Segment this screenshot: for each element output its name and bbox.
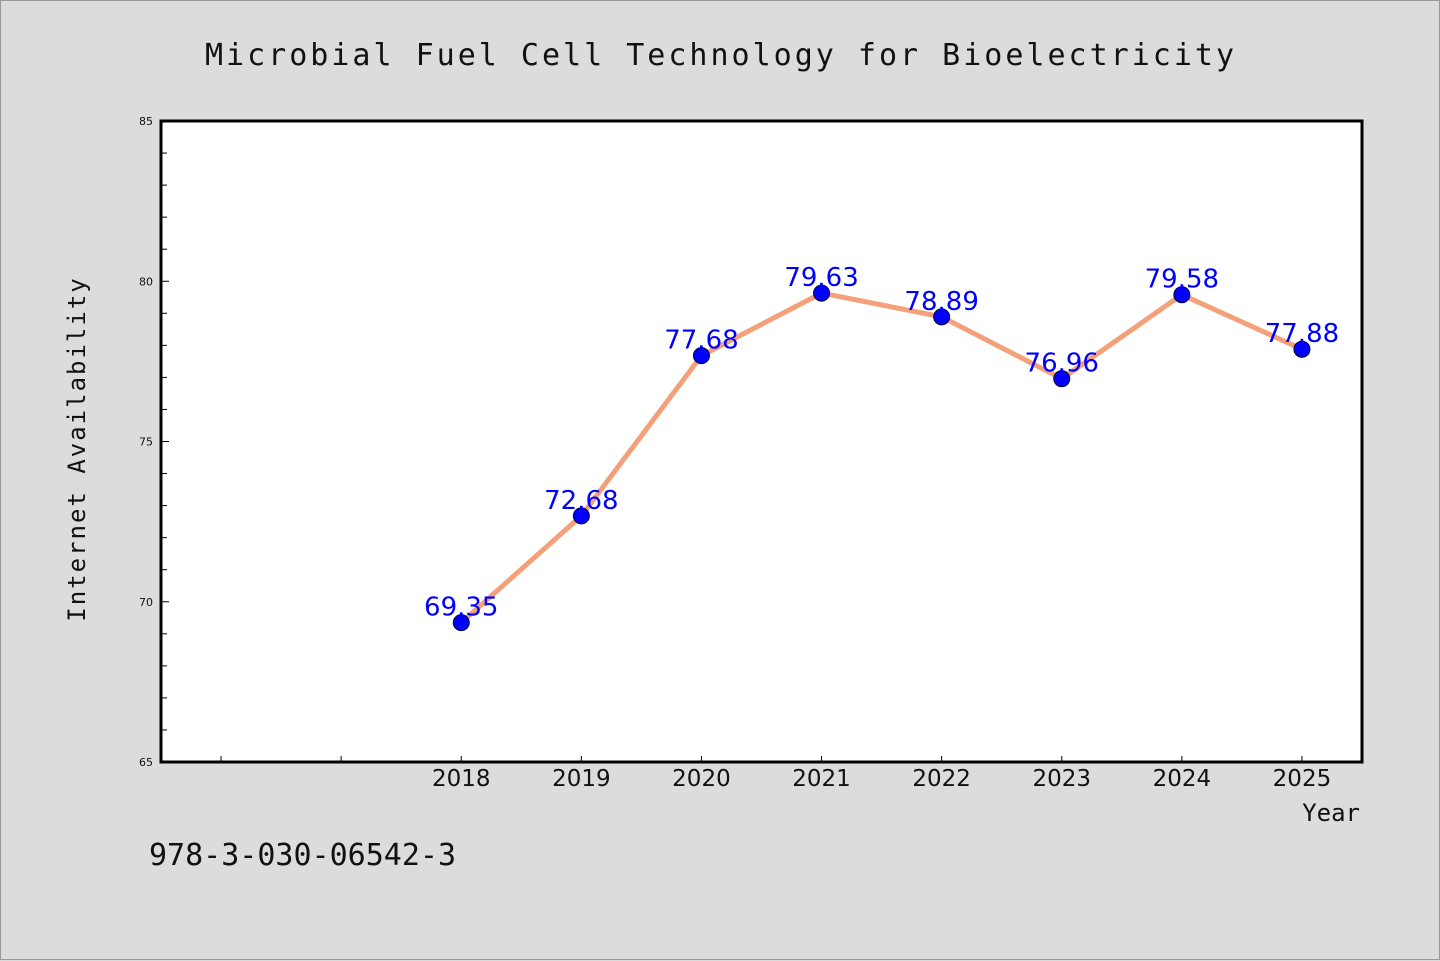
x-tick-label: 2025: [1273, 766, 1332, 792]
chart-title: Microbial Fuel Cell Technology for Bioel…: [205, 38, 1237, 73]
data-point-label: 79.63: [784, 263, 858, 293]
data-point-label: 72.68: [544, 486, 618, 516]
x-tick-label: 2024: [1153, 766, 1212, 792]
footer-code: 978-3-030-06542-3: [149, 838, 456, 873]
y-tick-label: 70: [139, 596, 153, 609]
y-tick-label: 80: [139, 275, 153, 288]
data-point-label: 77.88: [1265, 319, 1339, 349]
y-tick-label: 85: [139, 115, 153, 128]
data-point-marker: [933, 308, 951, 326]
data-point-label: 79.58: [1145, 265, 1219, 295]
x-tick-label: 2019: [552, 766, 611, 792]
data-point-marker: [1053, 370, 1071, 388]
axis-ticks: 65 70 75 80 85 2018 2019 2020 2021 2022 2023 2024 20…: [139, 115, 1331, 792]
data-point-marker: [1173, 286, 1191, 304]
plot-area: [161, 121, 1362, 762]
data-point-marker: [1293, 340, 1311, 358]
data-point-label: 76.96: [1025, 349, 1099, 379]
series-line: [458, 290, 1305, 626]
x-tick-label: 2022: [912, 766, 971, 792]
y-tick-label: 65: [139, 756, 153, 769]
data-point-marker: [452, 614, 470, 632]
y-axis-label: Internet Availability: [63, 276, 91, 621]
x-axis-label: Year: [1302, 799, 1360, 827]
data-point-label: 78.89: [904, 287, 978, 317]
data-point-label: 69.35: [424, 593, 498, 623]
x-tick-label: 2020: [672, 766, 731, 792]
data-labels: 69.35 72.68 77.68 79.63 78.89 76.96 79.58 77.88: [424, 263, 1339, 622]
x-tick-label: 2023: [1032, 766, 1091, 792]
data-point-label: 77.68: [664, 326, 738, 356]
plot-frame: [159, 119, 1364, 764]
series-line-group: [452, 284, 1311, 632]
y-tick-label: 75: [139, 436, 153, 449]
data-point-marker: [572, 507, 590, 525]
data-point-marker: [692, 347, 710, 365]
data-point-marker: [813, 284, 831, 302]
x-tick-label: 2018: [432, 766, 491, 792]
x-tick-label: 2021: [792, 766, 851, 792]
